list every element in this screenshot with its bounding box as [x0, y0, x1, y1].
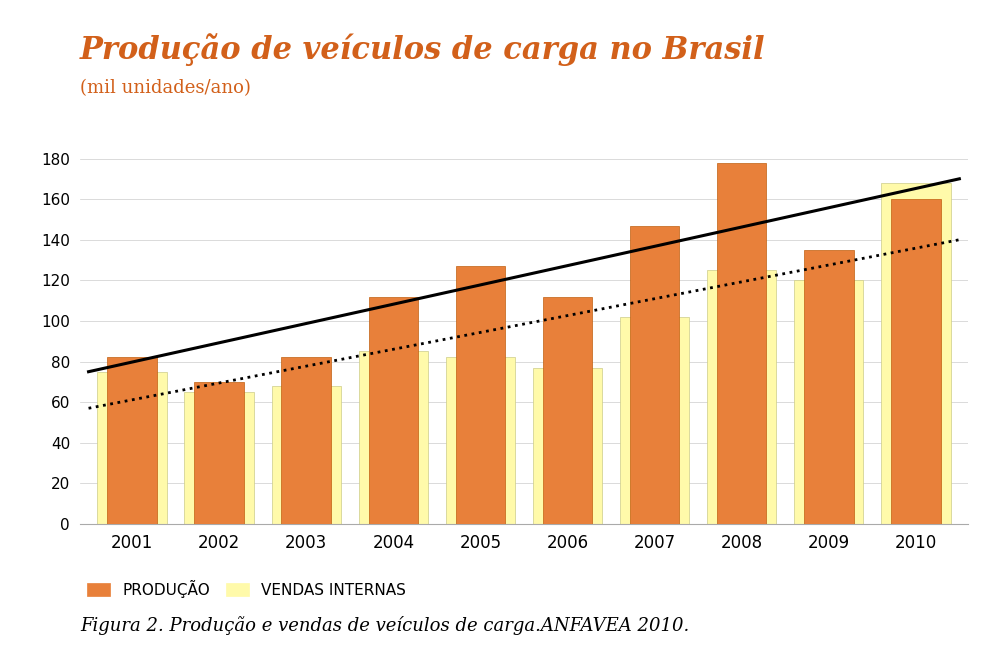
Bar — [98, 371, 167, 524]
Legend: PRODUÇÃO, VENDAS INTERNAS: PRODUÇÃO, VENDAS INTERNAS — [88, 580, 405, 597]
Text: Figura 2. Produção e vendas de veículos de carga.ANFAVEA 2010.: Figura 2. Produção e vendas de veículos … — [80, 616, 689, 635]
Bar — [446, 358, 515, 524]
Bar — [620, 317, 690, 524]
Bar — [195, 382, 244, 524]
Bar — [456, 266, 505, 524]
Bar — [107, 358, 157, 524]
Bar — [543, 297, 592, 524]
Bar — [368, 297, 418, 524]
Text: (mil unidades/ano): (mil unidades/ano) — [80, 79, 250, 96]
Bar — [881, 183, 950, 524]
Bar — [185, 392, 253, 524]
Bar — [794, 280, 863, 524]
Bar — [271, 386, 341, 524]
Bar — [717, 162, 766, 524]
Bar — [281, 358, 331, 524]
Bar — [891, 199, 941, 524]
Bar — [533, 367, 602, 524]
Text: Produção de veículos de carga no Brasil: Produção de veículos de carga no Brasil — [80, 33, 765, 66]
Bar — [707, 270, 776, 524]
Bar — [804, 250, 853, 524]
Bar — [358, 351, 428, 524]
Bar — [630, 225, 680, 524]
